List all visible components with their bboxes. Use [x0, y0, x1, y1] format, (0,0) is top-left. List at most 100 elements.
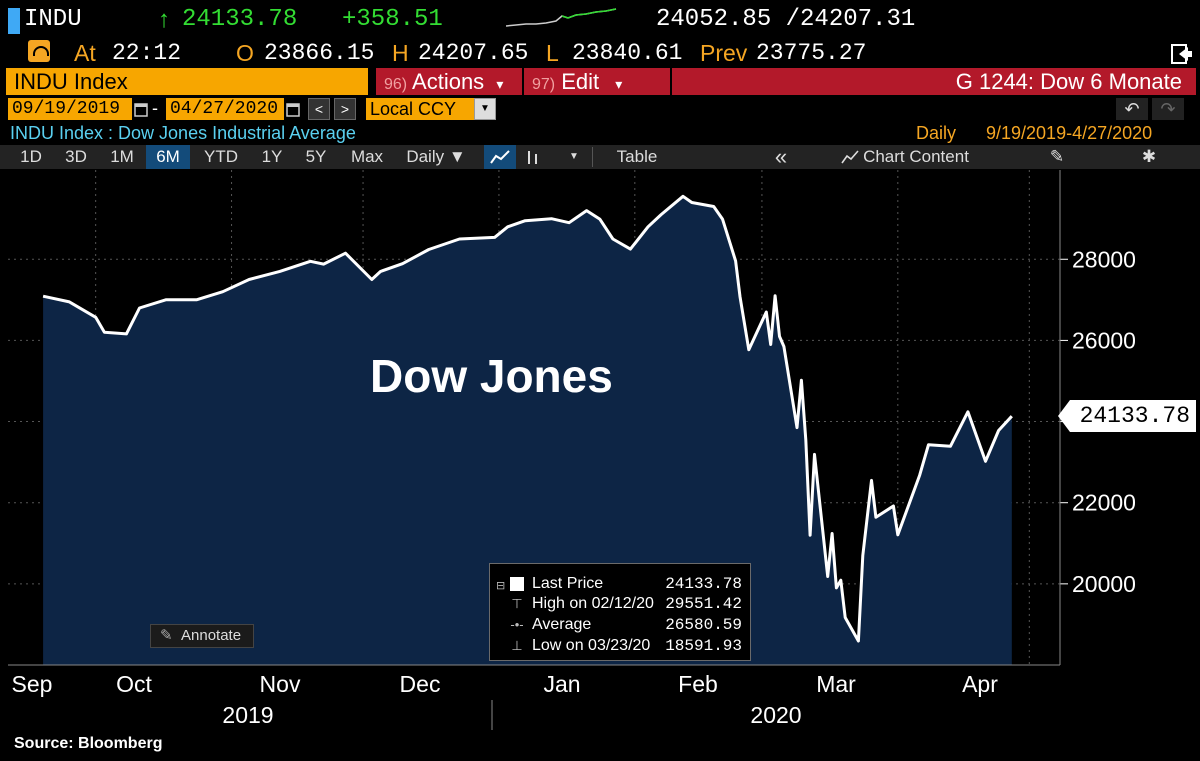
legend-name: High on 02/12/20 [532, 595, 654, 612]
annotate-button[interactable]: ✎ Annotate [150, 624, 254, 648]
last-price: 24133.78 [182, 6, 298, 33]
x-tick-label: Jan [543, 671, 580, 697]
x-tick-label: Mar [816, 671, 856, 697]
price-line [42, 194, 1013, 643]
next-period-button[interactable]: > [334, 98, 356, 120]
year-label: 2019 [222, 702, 273, 728]
legend-row[interactable]: -•- Average 26580.59 [490, 615, 752, 635]
redo-icon[interactable]: ↷ [1152, 98, 1184, 120]
x-tick-label: Dec [400, 671, 441, 697]
currency-label: Local CCY [370, 99, 457, 119]
period-5y[interactable]: 5Y [305, 147, 327, 166]
high-label: H [392, 40, 409, 66]
chart-content-button[interactable]: Chart Content [830, 145, 980, 169]
bid-ask: 24052.85 /24207.31 [656, 6, 916, 33]
table-button[interactable]: Table [616, 147, 658, 166]
pencil-icon: ✎ [160, 627, 173, 644]
calendar-icon[interactable] [134, 101, 148, 117]
y-tick-label: 22000 [1072, 490, 1136, 516]
period-6m[interactable]: 6M [146, 145, 190, 169]
subtitle-bar: INDU Index : Dow Jones Industrial Averag… [0, 122, 1200, 144]
period-1y[interactable]: 1Y [261, 147, 283, 166]
prev-label: Prev [700, 40, 748, 66]
line-chart-icon[interactable] [484, 145, 516, 169]
last-price-tag: 24133.78 [1058, 400, 1196, 432]
legend-row[interactable]: ⊥ Low on 03/23/20 18591.93 [490, 636, 752, 656]
legend-row[interactable]: ⊤ High on 02/12/20 29551.42 [490, 594, 752, 614]
chevron-down-icon[interactable]: ▼ [474, 98, 496, 120]
actions-label: Actions [412, 69, 485, 94]
quote-time: 22:12 [112, 40, 182, 66]
period-ytd[interactable]: YTD [204, 147, 238, 166]
bar-chart-icon[interactable] [520, 145, 546, 169]
period-1d[interactable]: 1D [20, 147, 42, 166]
edit-label: Edit [561, 69, 600, 94]
edit-number: 97) [532, 76, 556, 93]
security-description: INDU Index : Dow Jones Industrial Averag… [10, 123, 356, 143]
ticker-marker [8, 8, 20, 34]
security-field[interactable]: INDU Index [6, 68, 368, 95]
y-tick-label: 20000 [1072, 571, 1136, 597]
ticker-bar: INDU ↑ 24133.78 +358.51 24052.85 /24207.… [0, 0, 1200, 38]
chevron-down-icon: ▾ [615, 76, 623, 92]
start-date-field[interactable]: 09/19/2019 [8, 98, 132, 120]
collapse-icon[interactable]: « [774, 144, 788, 169]
x-tick-label: Feb [678, 671, 718, 697]
high-marker-icon: ⊤ [511, 596, 523, 611]
low-label: L [546, 40, 559, 66]
chart-title: Dow Jones [370, 350, 613, 402]
chart-toolbar: 1D 3D 1M 6M YTD 1Y 5Y Max Daily ▼ ▼ Tabl… [0, 145, 1200, 169]
high-value: 24207.65 [418, 40, 529, 66]
date-bar: 09/19/2019 - 04/27/2020 < > Local CCY ▼ … [0, 96, 1200, 122]
legend-value: 29551.42 [665, 595, 742, 613]
legend-name: Low on 03/23/20 [532, 637, 651, 654]
edit-icon[interactable]: ✎ [1049, 147, 1065, 166]
low-value: 23840.61 [572, 40, 683, 66]
quote-bar: At 22:12 O 23866.15 H 24207.65 L 23840.6… [0, 38, 1200, 68]
settings-icon[interactable]: ✱ [1141, 147, 1157, 166]
period-1m[interactable]: 1M [110, 147, 134, 166]
series-swatch-icon [510, 577, 524, 591]
exit-icon[interactable] [1170, 42, 1194, 66]
x-axis: Sep Oct Nov Dec Jan Feb Mar Apr 2019 2020 [8, 664, 1060, 730]
currency-select[interactable]: Local CCY [366, 98, 496, 120]
actions-number: 96) [384, 76, 408, 93]
x-tick-label: Apr [962, 671, 998, 697]
average-marker-icon: -•- [510, 617, 524, 632]
period-3d[interactable]: 3D [65, 147, 87, 166]
up-arrow-icon: ↑ [158, 6, 170, 33]
edit-menu[interactable]: 97) Edit ▾ [524, 68, 670, 95]
end-date-field[interactable]: 04/27/2020 [166, 98, 284, 120]
actions-menu[interactable]: 96) Actions ▾ [376, 68, 522, 95]
ticker-symbol[interactable]: INDU [24, 6, 82, 33]
sparkline-icon [506, 8, 617, 27]
at-label: At [74, 40, 96, 66]
x-tick-label: Oct [116, 671, 152, 697]
legend-value: 24133.78 [665, 575, 742, 593]
frequency-label: Daily [916, 123, 957, 143]
chevron-down-icon[interactable]: ▼ [569, 151, 579, 162]
y-tick-label: 26000 [1072, 327, 1136, 353]
prev-value: 23775.27 [756, 40, 867, 66]
speedometer-icon[interactable] [28, 40, 50, 62]
legend-name: Last Price [532, 575, 604, 592]
x-tick-label: Sep [12, 671, 53, 697]
x-tick-label: Nov [260, 671, 301, 697]
date-dash: - [152, 98, 158, 118]
prev-period-button[interactable]: < [308, 98, 330, 120]
chart-content-label: Chart Content [863, 147, 969, 166]
frequency-dropdown[interactable]: Daily ▼ [406, 147, 466, 166]
calendar-icon[interactable] [286, 101, 300, 117]
year-label: 2020 [750, 702, 801, 728]
source-label: Source: Bloomberg [14, 735, 163, 752]
chart-legend: ⊟ Last Price 24133.78 ⊤ High on 02/12/20… [489, 563, 751, 661]
period-max[interactable]: Max [350, 147, 384, 166]
undo-icon[interactable]: ↶ [1116, 98, 1148, 120]
legend-value: 26580.59 [665, 616, 742, 634]
page-label: G 1244: Dow 6 Monate [672, 68, 1196, 95]
legend-row[interactable]: ⊟ Last Price 24133.78 [490, 574, 752, 594]
collapse-icon[interactable]: ⊟ [496, 580, 506, 592]
price-area [43, 196, 1012, 666]
header-bar: INDU Index 96) Actions ▾ 97) Edit ▾ G 12… [0, 68, 1200, 95]
y-tick-label: 28000 [1072, 246, 1136, 272]
